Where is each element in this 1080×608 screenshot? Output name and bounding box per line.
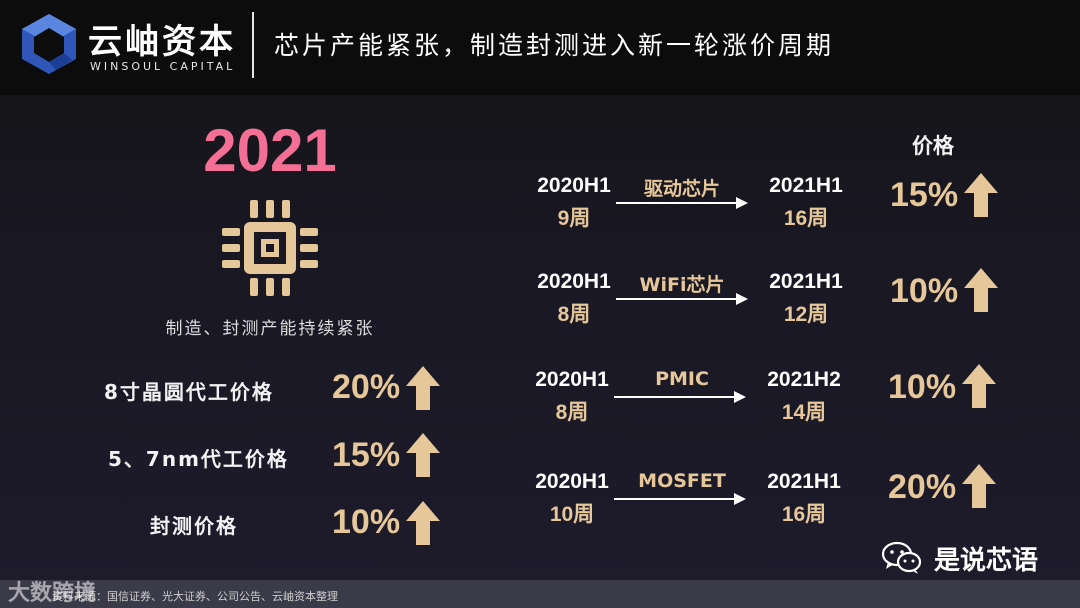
product-name: PMIC (655, 368, 709, 390)
left-item-value: 15% (332, 436, 401, 474)
arrow-up-icon (962, 464, 996, 508)
arrow-up-icon (962, 364, 996, 408)
left-item-value: 20% (332, 368, 401, 406)
page-title: 芯片产能紧张，制造封测进入新一轮涨价周期 (274, 31, 835, 60)
from-period: 2020H1 8周 (524, 270, 624, 328)
arrow-up-icon (964, 173, 998, 217)
from-period-label: 2020H1 (535, 368, 609, 391)
product-name: MOSFET (638, 470, 726, 492)
to-period-label: 2021H1 (767, 470, 841, 493)
product-name: 驱动芯片 (643, 178, 720, 200)
chip-icon (222, 200, 318, 296)
from-lead-time: 8周 (555, 401, 589, 424)
price-change: 15% (890, 176, 959, 214)
from-period-label: 2020H1 (535, 470, 609, 493)
chip-caption: 制造、封测产能持续紧张 (165, 319, 375, 339)
from-lead-time: 9周 (557, 207, 591, 230)
footer-bar (0, 580, 1080, 608)
to-period: 2021H1 12周 (756, 270, 856, 328)
from-period-label: 2020H1 (537, 270, 611, 293)
source-note: 资料来源：国信证券、光大证券、公司公告、云岫资本整理 (52, 590, 338, 603)
price-column-header: 价格 (912, 134, 954, 158)
from-period: 2020H1 10周 (522, 470, 622, 528)
to-lead-time: 12周 (783, 303, 829, 326)
price-change: 10% (890, 272, 959, 310)
year-heading: 2021 (203, 117, 337, 184)
left-item-label: 8寸晶圆代工价格 (104, 380, 274, 404)
to-period: 2021H1 16周 (756, 174, 856, 232)
from-period-label: 2020H1 (537, 174, 611, 197)
from-period: 2020H1 9周 (524, 174, 624, 232)
header-bar: 云岫资本 WINSOUL CAPITAL 芯片产能紧张，制造封测进入新一轮涨价周… (0, 0, 1080, 95)
to-lead-time: 16周 (781, 503, 827, 526)
product-name: WiFi芯片 (639, 274, 725, 296)
from-lead-time: 10周 (549, 503, 595, 526)
brand-name-cn: 云岫资本 (88, 22, 236, 62)
price-change: 10% (888, 368, 957, 406)
arrow-right-icon (614, 391, 746, 403)
to-lead-time: 14周 (781, 401, 827, 424)
watermark-text: 大数跨境 (8, 581, 97, 606)
to-period-label: 2021H1 (769, 270, 843, 293)
left-item-label: 5、7nm代工价格 (108, 447, 289, 471)
brand-name-en: WINSOUL CAPITAL (90, 60, 236, 73)
arrow-right-icon (616, 293, 748, 305)
arrow-up-icon (406, 433, 440, 477)
arrow-up-icon (406, 501, 440, 545)
to-period: 2021H1 16周 (754, 470, 854, 528)
winsoul-logo-icon (22, 14, 76, 74)
arrow-up-icon (406, 366, 440, 410)
arrow-right-icon (616, 197, 748, 209)
from-period: 2020H1 8周 (522, 368, 622, 426)
header-divider (252, 12, 254, 78)
to-period-label: 2021H1 (769, 174, 843, 197)
arrow-right-icon (614, 493, 746, 505)
price-change: 20% (888, 468, 957, 506)
wechat-icon (882, 541, 922, 574)
left-item-value: 10% (332, 503, 401, 541)
to-lead-time: 16周 (783, 207, 829, 230)
from-lead-time: 8周 (557, 303, 591, 326)
wechat-account-name: 是说芯语 (934, 546, 1039, 576)
to-period: 2021H2 14周 (754, 368, 854, 426)
left-item-label: 封测价格 (150, 514, 238, 538)
to-period-label: 2021H2 (767, 368, 841, 391)
arrow-up-icon (964, 268, 998, 312)
